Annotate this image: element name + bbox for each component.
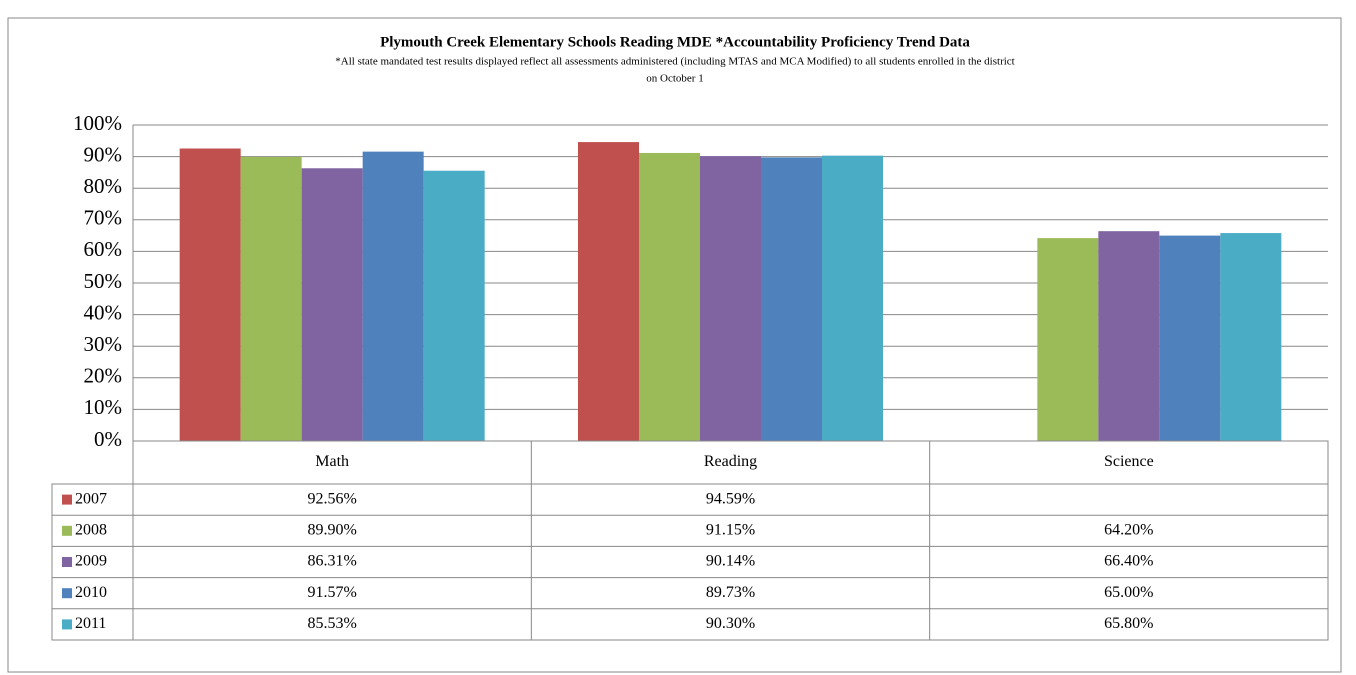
bar — [639, 152, 700, 441]
y-tick-label: 20% — [84, 364, 123, 388]
data-label: 65.00% — [1104, 584, 1153, 601]
chart-title: Plymouth Creek Elementary Schools Readin… — [380, 34, 970, 50]
legend-swatch — [62, 494, 72, 505]
y-tick-label: 0% — [94, 427, 122, 451]
bar — [423, 170, 485, 441]
data-label: 90.14% — [706, 553, 755, 570]
bar — [1220, 233, 1282, 441]
table-border — [132, 440, 1329, 641]
data-label: 91.15% — [706, 521, 755, 538]
y-tick-label: 90% — [84, 142, 123, 166]
data-label: 86.31% — [308, 553, 357, 570]
bar — [362, 151, 424, 441]
y-tick-label: 60% — [84, 237, 123, 261]
legend-swatch — [62, 619, 72, 630]
bar — [1098, 231, 1160, 441]
data-label: 90.30% — [706, 615, 755, 632]
bar — [1159, 235, 1221, 441]
x-tick-label: Reading — [704, 453, 757, 470]
data-label: 94.59% — [706, 490, 755, 507]
legend-swatch — [62, 588, 72, 599]
legend-label: 2010 — [75, 584, 107, 601]
x-tick-label: Science — [1104, 453, 1154, 470]
data-label: 65.80% — [1104, 615, 1153, 632]
bar — [822, 155, 883, 442]
y-tick-label: 50% — [84, 269, 123, 293]
data-label: 64.20% — [1104, 521, 1153, 538]
bar — [761, 157, 822, 442]
legend-label: 2011 — [75, 615, 106, 632]
y-tick-label: 100% — [73, 111, 122, 135]
data-label: 92.56% — [308, 490, 357, 507]
data-label: 66.40% — [1104, 553, 1153, 570]
chart-subtitle: *All state mandated test results display… — [335, 56, 1014, 68]
x-tick-label: Math — [315, 453, 349, 470]
bar — [1037, 238, 1099, 441]
legend-swatch — [62, 557, 72, 567]
chart-frame — [7, 17, 1342, 673]
legend-swatch — [62, 525, 72, 536]
y-tick-label: 70% — [84, 206, 123, 230]
y-tick-label: 30% — [84, 332, 123, 356]
data-label: 91.57% — [308, 584, 357, 601]
legend-label: 2009 — [75, 553, 107, 570]
bar — [240, 156, 302, 441]
data-label: 89.73% — [706, 584, 755, 601]
legend-label: 2008 — [75, 521, 107, 538]
chart-subtitle: on October 1 — [646, 73, 703, 85]
legend-label: 2007 — [75, 490, 107, 507]
bar — [700, 156, 761, 441]
bar — [179, 148, 241, 441]
y-tick-label: 80% — [84, 174, 123, 198]
y-tick-label: 10% — [84, 395, 123, 419]
data-label: 85.53% — [308, 615, 357, 632]
bar — [301, 168, 363, 441]
bar — [578, 142, 639, 442]
data-label: 89.90% — [308, 521, 357, 538]
y-tick-label: 40% — [84, 300, 123, 324]
